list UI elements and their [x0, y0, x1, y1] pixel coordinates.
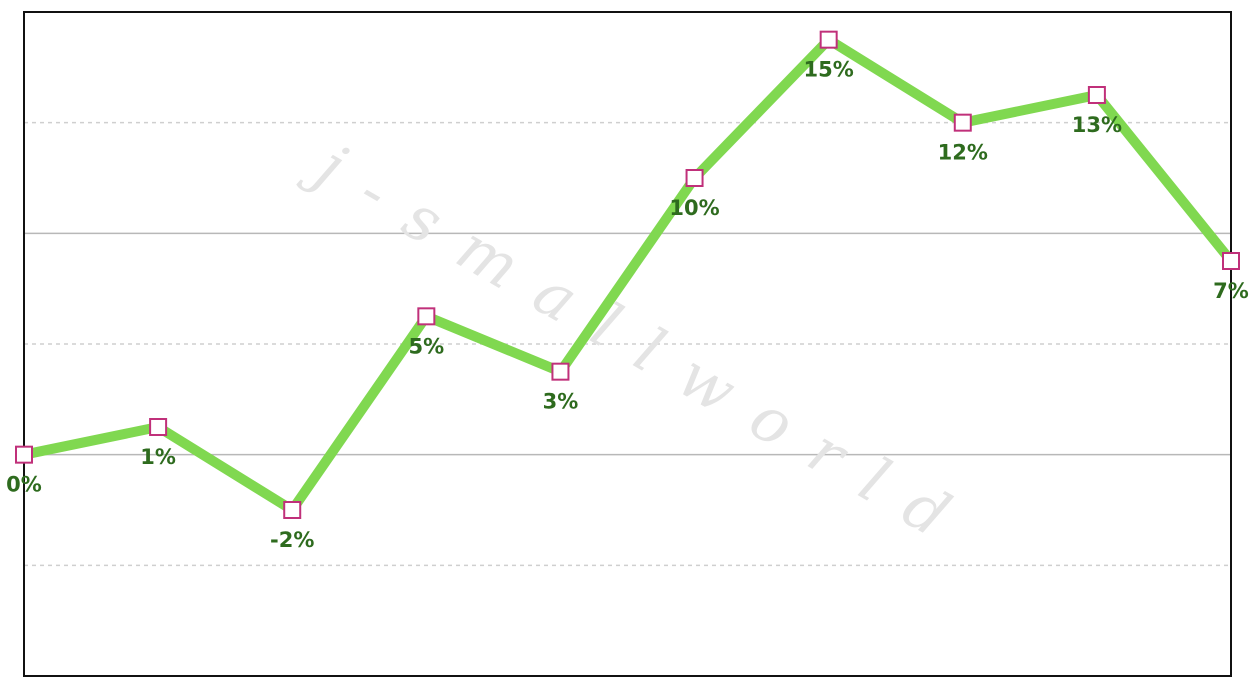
marker — [149, 418, 168, 436]
value-label: 13% — [1072, 113, 1122, 137]
value-label: 15% — [804, 58, 854, 82]
marker — [15, 445, 33, 464]
value-label: 5% — [409, 334, 445, 358]
value-label: 12% — [938, 141, 988, 165]
marker — [819, 30, 838, 49]
marker — [417, 307, 436, 326]
line — [22, 33, 1235, 517]
value-label: 0% — [6, 473, 42, 497]
value-label: 1% — [140, 445, 176, 469]
marker — [953, 113, 972, 132]
marker — [685, 169, 704, 187]
plot-border — [23, 11, 1232, 677]
marker — [283, 501, 302, 519]
value-label: -2% — [270, 528, 314, 552]
marker — [551, 362, 570, 381]
marker — [1087, 86, 1106, 104]
watermark: j-smallworld — [294, 124, 988, 567]
value-label: 10% — [669, 196, 719, 220]
value-label: 7% — [1213, 279, 1249, 303]
value-label: 3% — [543, 390, 579, 414]
marker — [1222, 252, 1240, 270]
